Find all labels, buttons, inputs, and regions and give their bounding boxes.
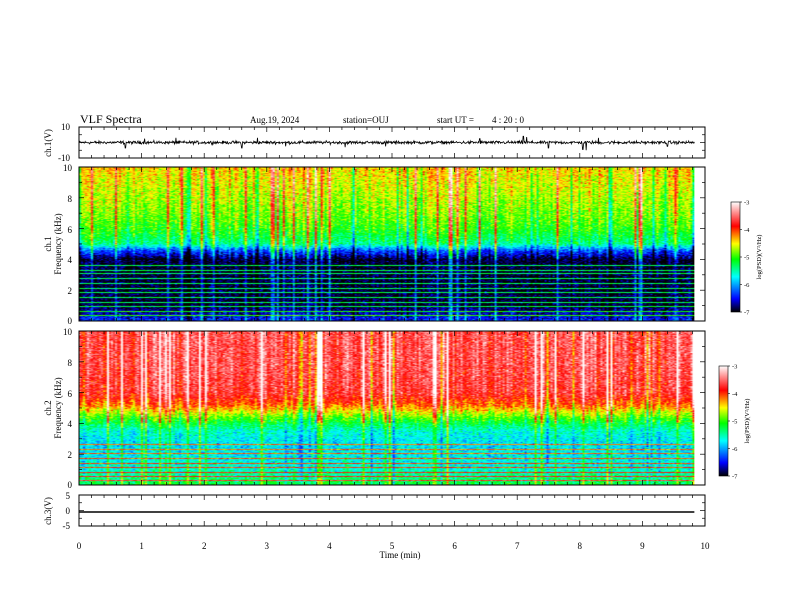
x-tick-label: 8 xyxy=(578,541,583,551)
ch2-spectrogram-ylabel-channel: ch.2 xyxy=(43,400,53,415)
ch1-ytick-4: 4 xyxy=(68,255,73,265)
ch3-ytick-minus5: -5 xyxy=(63,521,71,531)
colorbar-ch1-bar xyxy=(730,201,741,313)
date-label: Aug.19, 2024 xyxy=(250,115,300,125)
ch1-spectrogram-image xyxy=(79,167,695,321)
x-tick-label: 1 xyxy=(139,541,144,551)
colorbar-tick-label: -6 xyxy=(732,446,738,453)
colorbar-ch2-ticks: -3 -4 -5 -6 -7 xyxy=(728,363,738,480)
ch1-spectrogram-frame xyxy=(78,166,706,322)
ch1-ytick-6: 6 xyxy=(68,225,73,235)
colorbar-ch1-label: log(PSD)(V²/Hz) xyxy=(756,235,763,280)
ch2-ytick-2: 2 xyxy=(68,450,73,460)
ch1-waveform-frame xyxy=(78,126,706,159)
ch1-spectrogram-ylabel-frequency: Frequency (kHz) xyxy=(53,213,63,274)
colorbar-tick-label: -4 xyxy=(744,227,750,234)
ch1-ytick-bottom: -10 xyxy=(58,153,70,163)
ch2-ytick-8: 8 xyxy=(68,358,73,368)
ch3-waveform-ylabel: ch.3(V) xyxy=(43,497,53,525)
ch3-waveform-ticks xyxy=(78,494,706,527)
x-tick-label: 5 xyxy=(390,541,395,551)
ch1-ytick-top: 10 xyxy=(61,122,71,132)
ch2-ytick-10: 10 xyxy=(63,327,73,337)
x-tick-label: 0 xyxy=(77,541,82,551)
ch1-ytick-2: 2 xyxy=(68,286,73,296)
colorbar-ch1: -3 -4 -5 -6 -7 log(PSD)(V²/Hz) xyxy=(730,199,763,316)
colorbar-ch1-ticks: -3 -4 -5 -6 -7 xyxy=(740,199,750,316)
ch1-ytick-10: 10 xyxy=(63,163,73,173)
colorbar-tick-label: -6 xyxy=(744,282,750,289)
ch3-ytick-0: 0 xyxy=(66,506,71,516)
ch1-waveform-ylabel: ch.1(V) xyxy=(43,129,53,157)
ch1-spectrogram-ylabel-channel: ch.1 xyxy=(43,236,53,251)
ch2-spectrogram-frame xyxy=(78,330,706,486)
colorbar-tick-label: -7 xyxy=(744,309,750,316)
colorbar-ch2-label: log(PSD)(V²/Hz) xyxy=(744,399,751,444)
colorbar-tick-label: -3 xyxy=(744,199,749,206)
ch3-waveform-frame xyxy=(78,494,706,527)
x-tick-label: 9 xyxy=(640,541,645,551)
ch1-waveform-line xyxy=(78,135,695,151)
ch3-waveform-panel: 5 0 -5 ch.3(V) xyxy=(43,491,706,531)
ch1-waveform-panel: 10 -10 ch.1(V) xyxy=(43,122,706,163)
ch2-spectrogram-panel: 10 8 6 4 2 0 ch.2 Frequency (kHz) xyxy=(43,327,706,490)
ch2-spectrogram-ylabel-frequency: Frequency (kHz) xyxy=(53,377,63,438)
x-axis-tick-labels: 0 1 2 3 4 5 6 7 8 9 10 xyxy=(77,541,710,551)
colorbar-ch2: -3 -4 -5 -6 -7 log(PSD)(V²/Hz) xyxy=(718,363,751,480)
colorbar-tick-label: -3 xyxy=(732,363,737,370)
start-ut-label: start UT = xyxy=(437,115,474,125)
colorbar-ch2-bar xyxy=(718,365,729,477)
x-tick-label: 2 xyxy=(202,541,207,551)
ch2-spectrogram-image xyxy=(79,331,695,485)
ch3-ytick-5: 5 xyxy=(66,491,71,501)
colorbar-tick-label: -5 xyxy=(744,254,749,261)
x-tick-label: 3 xyxy=(265,541,270,551)
ch1-ytick-8: 8 xyxy=(68,194,73,204)
ch2-ytick-6: 6 xyxy=(68,389,73,399)
x-tick-label: 7 xyxy=(515,541,520,551)
start-ut-value: 4 : 20 : 0 xyxy=(492,115,525,125)
x-axis-label: Time (min) xyxy=(380,550,421,560)
station-label: station=OUJ xyxy=(343,115,389,125)
x-tick-label: 10 xyxy=(701,541,711,551)
x-tick-label: 6 xyxy=(452,541,457,551)
colorbar-tick-label: -7 xyxy=(732,473,738,480)
colorbar-tick-label: -5 xyxy=(732,418,737,425)
figure-title: VLF Spectra xyxy=(80,112,142,126)
ch1-ytick-0: 0 xyxy=(68,316,73,326)
ch1-spectrogram-panel: 10 8 6 4 2 0 ch.1 Frequency (kHz) xyxy=(43,163,706,326)
x-tick-label: 4 xyxy=(327,541,332,551)
ch2-ytick-0: 0 xyxy=(68,480,73,490)
ch2-ytick-4: 4 xyxy=(68,419,73,429)
colorbar-tick-label: -4 xyxy=(732,391,738,398)
